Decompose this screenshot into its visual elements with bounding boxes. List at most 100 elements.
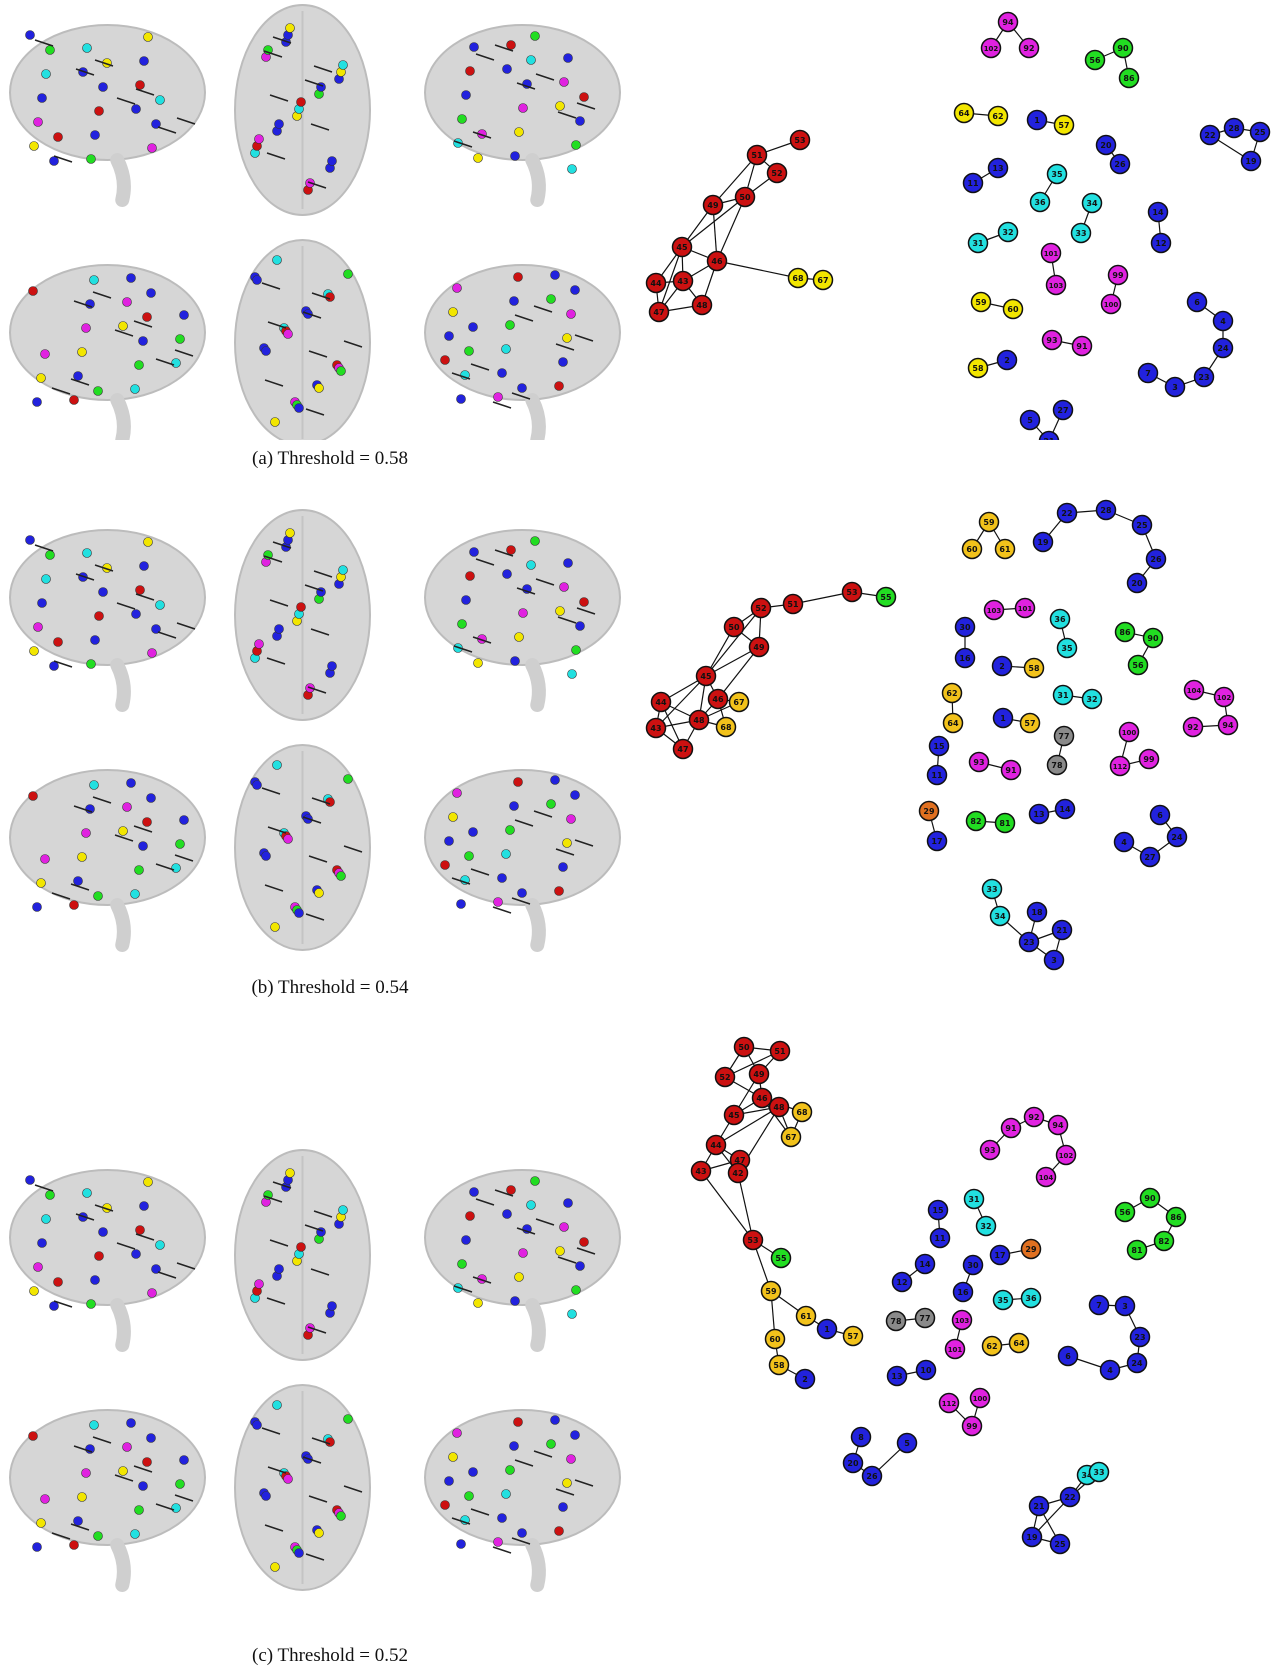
brain-edge <box>472 1276 492 1284</box>
node-label: 90 <box>1117 44 1129 53</box>
graph-node-67: 67 <box>728 691 750 713</box>
brain-edge <box>511 1537 531 1545</box>
brain-node-sphere <box>505 825 515 835</box>
brain-node-sphere <box>126 1418 136 1428</box>
graph-node-3: 3 <box>1114 1295 1136 1317</box>
graph-node-49: 49 <box>748 1063 770 1085</box>
brain-edge <box>313 570 333 578</box>
brain-node-sphere <box>546 294 556 304</box>
brain-node-sphere <box>138 841 148 851</box>
brain-node-sphere <box>566 814 576 824</box>
graph-node-68: 68 <box>791 1101 813 1123</box>
brain-node-sphere <box>155 95 165 105</box>
graph-node-86: 86 <box>1114 621 1136 643</box>
node-label: 94 <box>1052 1121 1064 1130</box>
brain-node-sphere <box>285 1168 295 1178</box>
node-label: 27 <box>1057 406 1068 415</box>
brain-node-sphere <box>143 1177 153 1187</box>
brain-node-sphere <box>32 1542 42 1552</box>
node-label: 46 <box>756 1094 768 1103</box>
graph-node-22: 22 <box>1059 1486 1081 1508</box>
brain-node-sphere <box>122 802 132 812</box>
brain-node-sphere <box>575 1261 585 1271</box>
brain-edge <box>492 906 512 914</box>
brain-edge <box>34 1184 54 1192</box>
node-label: 36 <box>1034 198 1046 207</box>
brain-node-sphere <box>40 1494 50 1504</box>
brain-node-sphere <box>254 134 264 144</box>
graph-node-30: 30 <box>962 1254 984 1276</box>
brain-node-sphere <box>506 545 516 555</box>
brain-node-sphere <box>134 360 144 370</box>
node-label: 19 <box>1245 157 1257 166</box>
brain-node-sphere <box>179 815 189 825</box>
brain-view-6 <box>424 769 621 952</box>
graph-node-51: 51 <box>769 1040 791 1062</box>
brain-node-sphere <box>33 622 43 632</box>
brain-edge <box>576 102 596 110</box>
brain-view-3 <box>424 24 621 207</box>
panel-b: 53 55 51 52 50 49 45 46 44 48 43 47 67 68 59 60 61 22 19 28… <box>0 495 1283 1025</box>
brain-node-sphere <box>147 648 157 658</box>
node-label: 3 <box>1051 956 1057 965</box>
graph-node-43: 43 <box>645 717 667 739</box>
node-label: 104 <box>1187 687 1202 695</box>
brain-node-sphere <box>468 1467 478 1477</box>
node-label: 4 <box>1220 317 1226 326</box>
graph-node-35: 35 <box>1046 163 1068 185</box>
graph-edge <box>705 607 762 677</box>
brain-view-5 <box>234 744 371 951</box>
node-label: 78 <box>1051 761 1063 770</box>
caption-b: (b) Threshold = 0.54 <box>251 977 409 998</box>
graph-node-33: 33 <box>981 878 1003 900</box>
brain-edge <box>475 1198 495 1206</box>
graph-edge <box>655 675 707 729</box>
brain-node-sphere <box>252 1420 262 1430</box>
brain-node-sphere <box>509 1441 519 1451</box>
brain-node-sphere <box>464 1491 474 1501</box>
brain-node-sphere <box>461 595 471 605</box>
brain-node-sphere <box>514 632 524 642</box>
brain-node-sphere <box>440 355 450 365</box>
brain-edge <box>472 131 492 139</box>
node-label: 7 <box>1096 1301 1102 1310</box>
brain-edge <box>574 1479 594 1487</box>
brain-node-sphere <box>559 77 569 87</box>
brain-node-sphere <box>135 585 145 595</box>
node-label: 86 <box>1123 74 1135 83</box>
node-label: 44 <box>710 1141 722 1150</box>
graph-node-15: 15 <box>928 735 950 757</box>
brain-node-sphere <box>143 537 153 547</box>
brain-node-sphere <box>85 804 95 814</box>
graph-node-45: 45 <box>671 236 693 258</box>
node-label: 62 <box>992 112 1003 121</box>
node-label: 6 <box>1157 811 1163 820</box>
node-label: 5 <box>904 1439 910 1448</box>
brain-node-sphere <box>49 156 59 166</box>
graph-node-53: 53 <box>841 581 863 603</box>
node-label: 103 <box>987 607 1002 615</box>
node-label: 112 <box>1113 763 1128 771</box>
brain-node-sphere <box>272 255 282 265</box>
node-label: 29 <box>1025 1245 1037 1254</box>
brain-edge <box>470 363 490 371</box>
brain-node-sphere <box>518 103 528 113</box>
brain-edge <box>174 1494 194 1502</box>
graph-node-67: 67 <box>780 1126 802 1148</box>
brain-node-sphere <box>98 587 108 597</box>
brain-node-sphere <box>90 1275 100 1285</box>
brain-node-sphere <box>135 80 145 90</box>
brain-node-sphere <box>93 386 103 396</box>
graph-node-4: 4 <box>1099 1359 1121 1381</box>
brain-edge <box>451 877 471 885</box>
graph-node-43: 43 <box>672 270 694 292</box>
graph-node-31: 31 <box>963 1188 985 1210</box>
brain-edge <box>516 1227 536 1235</box>
graph-node-24: 24 <box>1166 826 1188 848</box>
graph-node-24: 24 <box>1126 1352 1148 1374</box>
brain-node-sphere <box>566 1454 576 1464</box>
node-label: 2 <box>1004 356 1010 365</box>
brain-node-sphere <box>134 865 144 875</box>
brain-node-sphere <box>252 780 262 790</box>
brain-node-sphere <box>142 1457 152 1467</box>
